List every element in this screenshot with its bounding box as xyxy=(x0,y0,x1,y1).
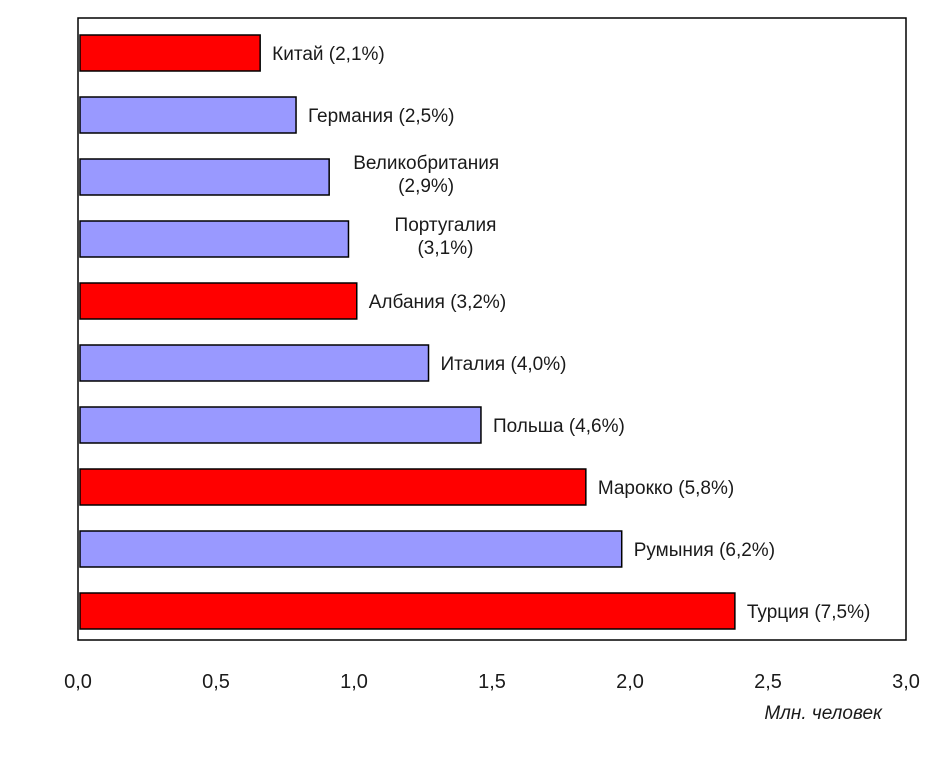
bar-label: Марокко (5,8%) xyxy=(598,478,734,499)
bar-label: Польша (4,6%) xyxy=(493,416,625,437)
bar-label: Италия (4,0%) xyxy=(441,354,567,375)
bar-label: Великобритания (2,9%) xyxy=(353,153,499,197)
x-tick-label: 1,5 xyxy=(478,671,506,693)
bar-label: Германия (2,5%) xyxy=(308,106,454,127)
bars-layer xyxy=(79,34,736,630)
bar-label: Португалия (3,1%) xyxy=(395,215,497,259)
x-tick-label: 0,5 xyxy=(202,671,230,693)
x-tick-label: 1,0 xyxy=(340,671,368,693)
bar xyxy=(79,406,482,444)
bar xyxy=(79,34,261,72)
bar xyxy=(79,592,736,630)
bar-label-line: Португалия xyxy=(395,215,497,236)
bar xyxy=(79,158,330,196)
bar-label: Китай (2,1%) xyxy=(272,44,385,65)
bar xyxy=(79,344,430,382)
bar-label: Албания (3,2%) xyxy=(369,292,506,313)
x-axis-title: Млн. человек xyxy=(764,703,883,724)
plot-area-frame xyxy=(77,17,907,641)
x-tick-label: 3,0 xyxy=(892,671,920,693)
bar-label: Турция (7,5%) xyxy=(747,602,870,623)
bar-label-line: (3,1%) xyxy=(417,238,473,259)
bar-label: Румыния (6,2%) xyxy=(634,540,775,561)
x-tick-label: 2,0 xyxy=(616,671,644,693)
x-axis-ticks: 0,0 0,5 1,0 1,5 2,0 2,5 3,0 xyxy=(64,671,920,693)
bar-label-line: (2,9%) xyxy=(398,176,454,197)
x-tick-label: 2,5 xyxy=(754,671,782,693)
x-tick-label: 0,0 xyxy=(64,671,92,693)
bar-label-line: Великобритания xyxy=(353,153,499,174)
bar xyxy=(79,220,350,258)
bar-labels-layer: Китай (2,1%) Германия (2,5%) Великобритани… xyxy=(272,44,870,623)
bar xyxy=(79,530,623,568)
bar xyxy=(79,96,297,134)
bar xyxy=(79,282,358,320)
bar xyxy=(79,468,587,506)
